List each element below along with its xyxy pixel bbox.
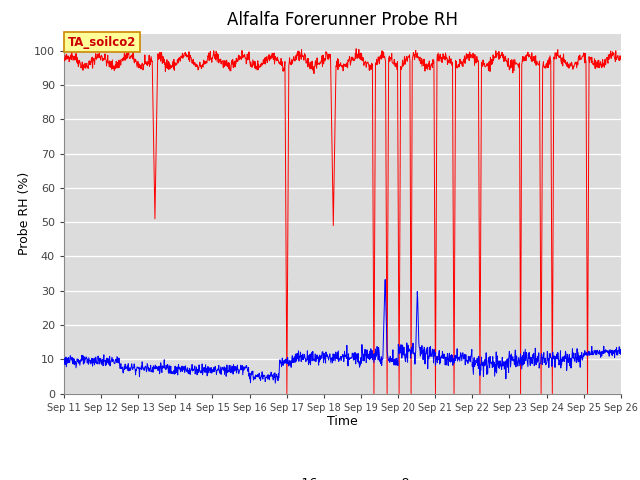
Legend: -16cm, -8cm: -16cm, -8cm xyxy=(252,472,433,480)
Title: Alfalfa Forerunner Probe RH: Alfalfa Forerunner Probe RH xyxy=(227,11,458,29)
Y-axis label: Probe RH (%): Probe RH (%) xyxy=(18,172,31,255)
X-axis label: Time: Time xyxy=(327,415,358,429)
Text: TA_soilco2: TA_soilco2 xyxy=(68,36,136,48)
